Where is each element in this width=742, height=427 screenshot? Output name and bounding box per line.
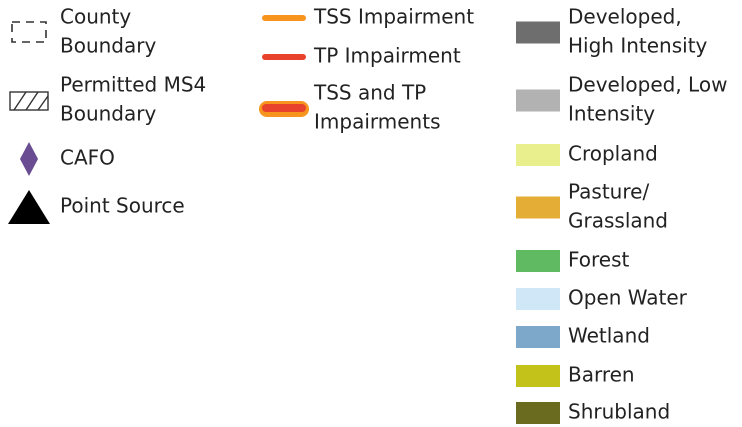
tss-line-icon (262, 15, 306, 21)
ms4-boundary-icon (9, 91, 49, 111)
county-boundary-icon (11, 21, 47, 43)
legend-label: TSS and TP (313, 81, 426, 105)
legend-label: High Intensity (568, 34, 708, 58)
legend-label: TP Impairment (313, 44, 461, 68)
tp-line-icon (262, 54, 306, 60)
legend-label: TSS Impairment (313, 5, 474, 29)
land-cover-swatch (516, 89, 560, 112)
legend-label: Developed, Low (568, 73, 727, 97)
land-cover-swatch (516, 365, 560, 387)
land-cover-swatch (516, 402, 560, 424)
legend-label: Intensity (568, 102, 655, 126)
cafo-icon (20, 142, 38, 176)
legend-label: Wetland (568, 324, 650, 348)
legend-label: Open Water (568, 286, 688, 310)
legend-label: Boundary (60, 34, 156, 58)
land-cover-swatch (516, 326, 560, 348)
land-cover-swatch (516, 144, 560, 166)
land-cover-swatch (516, 288, 560, 310)
legend-label: Cropland (568, 142, 658, 166)
land-cover-swatch (516, 250, 560, 272)
legend-label: Developed, (568, 5, 682, 29)
legend-label: Impairments (314, 110, 440, 134)
legend-label: CAFO (60, 146, 115, 170)
legend-label: Shrubland (568, 400, 670, 424)
land-cover-swatch (516, 21, 560, 44)
legend-label: Forest (568, 248, 630, 272)
legend-label: County (60, 5, 131, 29)
legend-label: Boundary (60, 102, 156, 126)
point-source-icon (8, 190, 50, 224)
land-cover-swatch (516, 196, 560, 219)
legend-label: Permitted MS4 (60, 73, 206, 97)
legend-label: Barren (568, 363, 635, 387)
legend-label: Pasture/ (568, 180, 649, 204)
legend-label: Grassland (568, 209, 668, 233)
tss-tp-inner-icon (262, 104, 306, 112)
legend-label: Point Source (60, 194, 185, 218)
